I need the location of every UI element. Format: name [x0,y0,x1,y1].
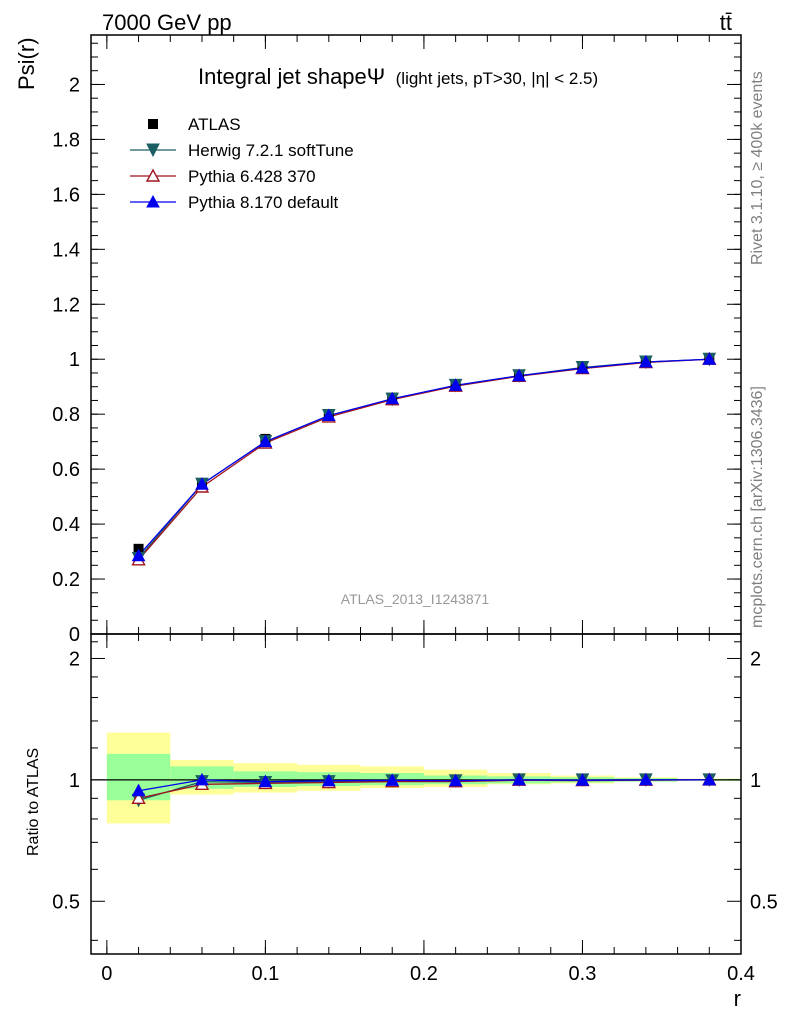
y-tick-label: 0.6 [52,459,80,481]
ratio-y-tick-label: 2 [69,648,80,670]
ratio-y-tick-label: 0.5 [52,891,80,913]
ratio-point [195,772,209,786]
series-line [138,358,710,557]
y-tick-label: 1.2 [52,294,80,316]
chart-title-main: Integral jet shapeΨ [198,64,385,89]
legend-marker [146,194,160,208]
ratio-point [448,773,463,787]
data-point [639,354,653,368]
series-markers [131,351,717,808]
ratio-point [321,773,336,787]
y-tick-label: 1.8 [52,129,80,151]
y-tick-label: 1.4 [52,239,80,261]
y-tick-label: 0.2 [52,569,80,591]
energy-label: 7000 GeV pp [102,10,232,35]
chart-title: Integral jet shapeΨ (light jets, pT>30, … [198,64,598,89]
x-tick-label: 0.4 [727,963,755,985]
rivet-label: Rivet 3.1.10, ≥ 400k events [749,71,766,265]
mcplots-label: mcplots.cern.ch [arXiv:1306.3436] [749,386,766,628]
data-point [321,408,336,422]
y-tick-label: 0.8 [52,404,80,426]
ratio-y-axis-title: Ratio to ATLAS [25,748,42,856]
axis-ticks: 0 0.1 0.2 0.3 0.4 0 0.2 0.4 0.6 0.8 1 1.2 1.4 1.6 1.8 2… [52,35,778,985]
ratio-plot-frame [90,633,742,955]
ratio-point [131,783,146,797]
data-point [448,378,463,391]
legend-marker [145,168,161,182]
x-tick-label: 0 [101,963,112,985]
x-tick-label: 0.1 [251,963,279,985]
process-label: tt̄ [720,10,732,35]
data-point [702,352,717,365]
legend-marker [146,143,160,158]
data-point [512,368,526,382]
x-axis-title: r [734,986,741,1011]
data-point [195,477,209,490]
legend-label: Pythia 8.170 default [188,193,339,212]
y-tick-label: 1.6 [52,184,80,206]
ratio-point [512,772,526,786]
series-line [138,358,710,559]
analysis-tag: ATLAS_2013_I1243871 [341,591,490,607]
chart-title-sub: (light jets, pT>30, |η| < 2.5) [396,69,599,88]
data-point [258,434,273,448]
y-tick-label: 0 [69,624,80,646]
ratio-y-tick-label: 1 [69,770,80,792]
ratio-point [131,790,146,805]
ratio-y-tick-label-right: 2 [750,648,761,670]
y-tick-label: 2 [69,74,80,96]
ratio-point [639,772,653,786]
ratio-point [258,774,273,788]
x-tick-label: 0.2 [410,963,438,985]
ratio-point [575,773,590,786]
x-tick-label: 0.3 [569,963,597,985]
legend: ATLAS Herwig 7.2.1 softTune Pythia 6.428 3… [130,115,354,212]
data-point [575,360,590,374]
ratio-y-tick-label-right: 0.5 [750,891,778,913]
ratio-point [385,773,400,786]
ratio-line [138,779,710,792]
y-tick-label: 0.4 [52,514,80,536]
ratio-y-tick-label-right: 1 [750,770,761,792]
legend-label: ATLAS [188,115,241,134]
y-axis-title: Psi(r) [14,37,39,90]
data-point [385,391,400,405]
data-point [131,548,146,562]
series-lines [91,358,741,801]
y-tick-label: 1 [69,349,80,371]
legend-marker [148,119,158,129]
ratio-point [702,772,717,786]
legend-label: Pythia 6.428 370 [188,167,316,186]
series-line [138,358,710,561]
legend-label: Herwig 7.2.1 softTune [188,141,354,160]
